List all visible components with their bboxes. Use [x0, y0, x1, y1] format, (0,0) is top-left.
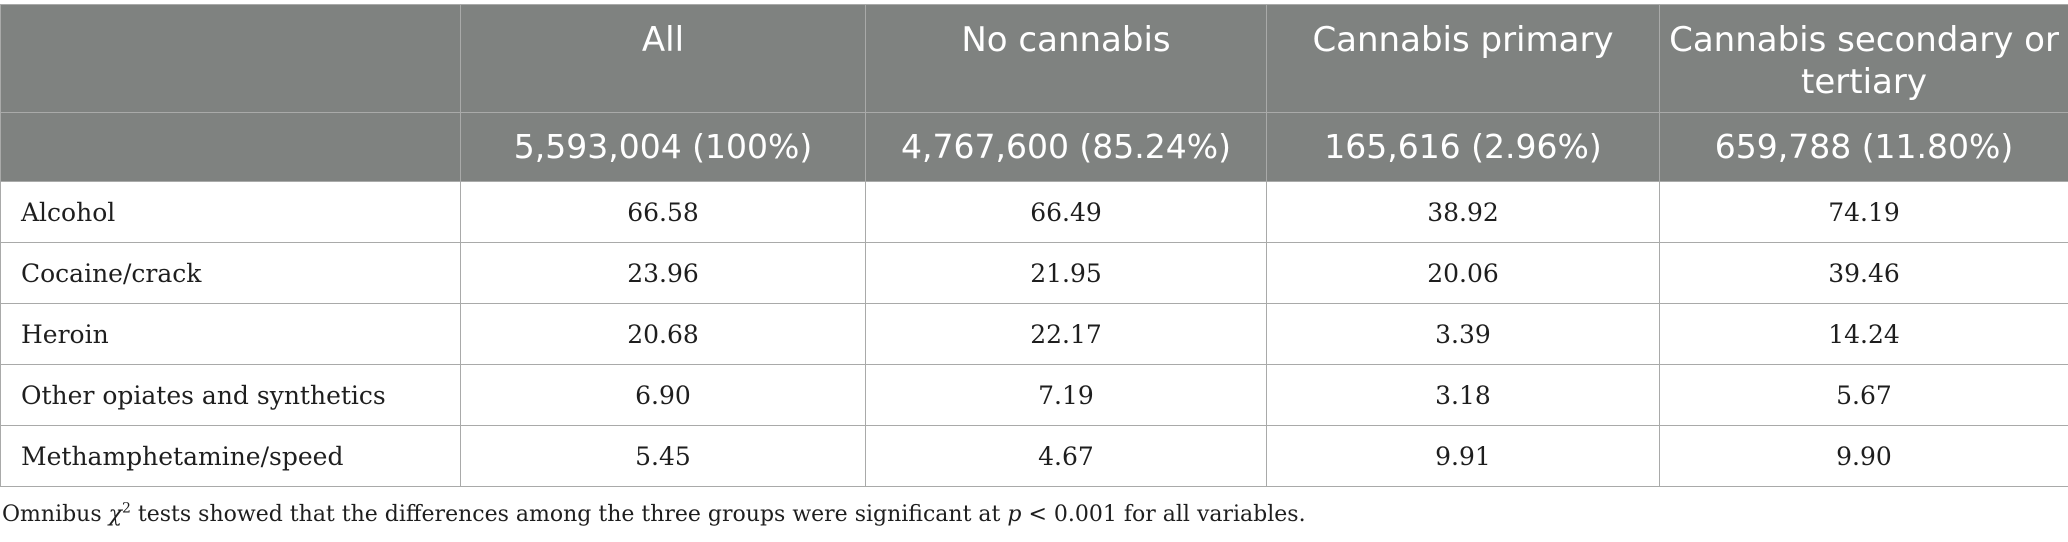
header-all: All — [460, 4, 866, 113]
cell-value: 20.68 — [460, 303, 866, 365]
footnote-superscript: 2 — [121, 500, 131, 517]
count-no-cannabis: 4,767,600 (85.24%) — [865, 112, 1267, 182]
row-label: Alcohol — [0, 181, 461, 243]
header-row-groups: All No cannabis Cannabis primary Cannabi… — [0, 4, 2068, 113]
row-label: Methamphetamine/speed — [0, 425, 461, 487]
cell-value: 9.91 — [1266, 425, 1660, 487]
footnote-chi-symbol: χ — [108, 502, 122, 527]
table-body: Alcohol 66.58 66.49 38.92 74.19 Cocaine/… — [0, 181, 2068, 487]
cell-value: 4.67 — [865, 425, 1267, 487]
cell-value: 6.90 — [460, 364, 866, 426]
row-label: Cocaine/crack — [0, 242, 461, 304]
header-cannabis-primary: Cannabis primary — [1266, 4, 1660, 113]
footnote-suffix: < 0.001 for all variables. — [1021, 502, 1306, 527]
header-corner-cell — [0, 4, 461, 113]
cell-value: 23.96 — [460, 242, 866, 304]
header-cannabis-secondary-tertiary: Cannabis secondary or tertiary — [1659, 4, 2068, 113]
count-cannabis-secondary-tertiary: 659,788 (11.80%) — [1659, 112, 2068, 182]
count-all: 5,593,004 (100%) — [460, 112, 866, 182]
cell-value: 66.58 — [460, 181, 866, 243]
count-corner-cell — [0, 112, 461, 182]
footnote-prefix: Omnibus — [2, 502, 109, 527]
cell-value: 9.90 — [1659, 425, 2068, 487]
footnote-p-symbol: p — [1007, 502, 1022, 527]
cell-value: 66.49 — [865, 181, 1267, 243]
cell-value: 38.92 — [1266, 181, 1660, 243]
substance-use-table: All No cannabis Cannabis primary Cannabi… — [0, 4, 2068, 487]
table-header: All No cannabis Cannabis primary Cannabi… — [0, 4, 2068, 182]
data-table-container: All No cannabis Cannabis primary Cannabi… — [0, 4, 2068, 487]
table-row: Heroin 20.68 22.17 3.39 14.24 — [0, 303, 2068, 365]
header-row-counts: 5,593,004 (100%) 4,767,600 (85.24%) 165,… — [0, 112, 2068, 182]
cell-value: 14.24 — [1659, 303, 2068, 365]
cell-value: 20.06 — [1266, 242, 1660, 304]
cell-value: 5.45 — [460, 425, 866, 487]
table-row: Alcohol 66.58 66.49 38.92 74.19 — [0, 181, 2068, 243]
cell-value: 3.39 — [1266, 303, 1660, 365]
cell-value: 21.95 — [865, 242, 1267, 304]
table-footnote: Omnibus χ2 tests showed that the differe… — [2, 502, 1306, 527]
row-label: Heroin — [0, 303, 461, 365]
table-row: Methamphetamine/speed 5.45 4.67 9.91 9.9… — [0, 425, 2068, 487]
cell-value: 74.19 — [1659, 181, 2068, 243]
footnote-middle: tests showed that the differences among … — [130, 502, 1008, 527]
cell-value: 22.17 — [865, 303, 1267, 365]
cell-value: 39.46 — [1659, 242, 2068, 304]
table-row: Cocaine/crack 23.96 21.95 20.06 39.46 — [0, 242, 2068, 304]
row-label: Other opiates and synthetics — [0, 364, 461, 426]
count-cannabis-primary: 165,616 (2.96%) — [1266, 112, 1660, 182]
header-no-cannabis: No cannabis — [865, 4, 1267, 113]
cell-value: 3.18 — [1266, 364, 1660, 426]
table-row: Other opiates and synthetics 6.90 7.19 3… — [0, 364, 2068, 426]
cell-value: 7.19 — [865, 364, 1267, 426]
cell-value: 5.67 — [1659, 364, 2068, 426]
